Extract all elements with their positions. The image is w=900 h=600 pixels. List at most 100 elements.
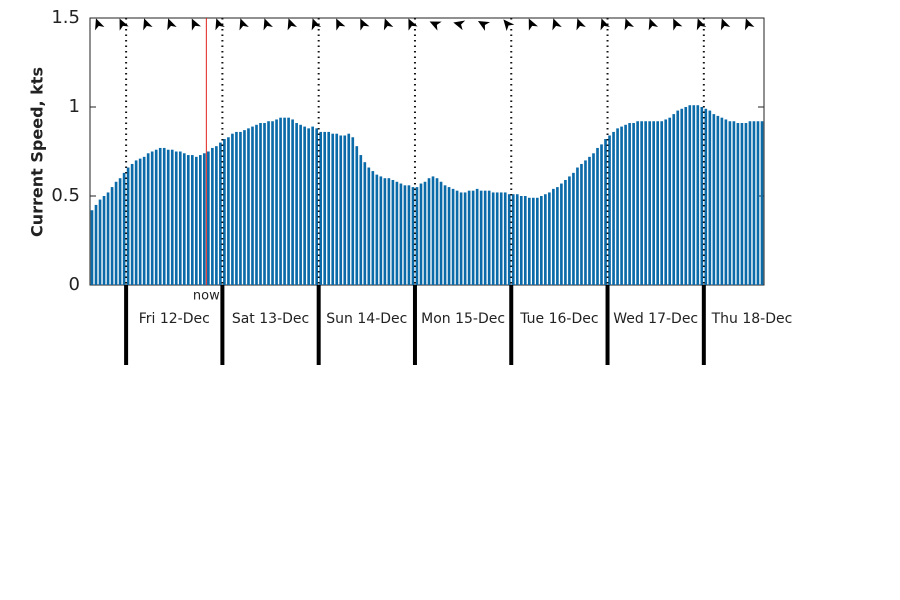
- bar: [138, 158, 142, 285]
- bar: [495, 192, 499, 285]
- y-axis-label: Current Speed, kts: [28, 67, 47, 237]
- bar: [227, 137, 230, 285]
- bar: [395, 181, 399, 285]
- direction-arrow: [429, 21, 442, 31]
- bar: [182, 153, 186, 285]
- bar: [624, 124, 627, 285]
- bar: [431, 176, 435, 285]
- bar: [243, 130, 246, 285]
- bar: [708, 110, 712, 285]
- bar: [351, 137, 355, 285]
- bar: [419, 183, 423, 285]
- bar: [652, 121, 655, 286]
- bar: [656, 121, 660, 286]
- direction-arrow: [191, 18, 201, 31]
- bar: [548, 192, 551, 285]
- bar: [427, 178, 431, 285]
- bar: [339, 135, 343, 285]
- bar: [102, 196, 106, 285]
- bar: [580, 163, 583, 285]
- bar: [174, 151, 178, 285]
- bar: [130, 163, 134, 285]
- bar: [375, 174, 379, 285]
- bar: [267, 121, 270, 286]
- direction-arrow: [673, 18, 683, 31]
- bar: [507, 194, 511, 285]
- bar: [411, 187, 415, 285]
- bar: [435, 178, 439, 285]
- bar: [604, 139, 607, 285]
- bar: [760, 121, 764, 286]
- bar: [211, 147, 214, 285]
- bar: [588, 156, 591, 285]
- direction-arrow: [215, 18, 225, 31]
- y-tick-label: 1: [69, 96, 80, 117]
- bar: [672, 114, 676, 286]
- now-label: now: [193, 289, 220, 304]
- bar: [443, 185, 447, 285]
- bar: [728, 121, 732, 286]
- direction-arrow: [119, 18, 129, 31]
- bar: [367, 167, 371, 285]
- x-tick-label: Wed 17-Dec: [613, 311, 698, 327]
- y-tick-label: 0: [69, 274, 80, 295]
- bar: [640, 121, 643, 286]
- bar: [154, 149, 158, 285]
- bar: [544, 194, 547, 285]
- bar: [335, 133, 339, 285]
- bar: [223, 139, 226, 285]
- bar: [275, 119, 278, 286]
- x-tick-label: Thu 18-Dec: [711, 311, 793, 327]
- bar: [134, 160, 138, 285]
- direction-arrow: [167, 18, 177, 31]
- bar: [271, 121, 274, 286]
- bar: [118, 178, 122, 285]
- bar: [668, 117, 672, 286]
- direction-arrow: [95, 18, 105, 31]
- bar: [680, 108, 684, 285]
- bar: [158, 147, 162, 285]
- bar: [716, 115, 720, 286]
- plot-frame: [89, 17, 765, 286]
- direction-arrow: [528, 18, 538, 31]
- direction-arrow: [576, 18, 586, 31]
- bar: [536, 197, 539, 285]
- bar: [531, 197, 535, 285]
- direction-arrow: [552, 18, 562, 31]
- bar: [688, 105, 692, 285]
- bar: [568, 176, 571, 285]
- bar: [287, 117, 290, 286]
- bar: [463, 192, 467, 285]
- bar: [596, 147, 599, 285]
- direction-arrow: [143, 18, 153, 31]
- bar: [499, 192, 503, 285]
- bar: [391, 179, 395, 285]
- bar: [162, 147, 166, 285]
- bar: [756, 121, 760, 286]
- bar: [572, 172, 575, 285]
- bar: [403, 185, 407, 285]
- bar: [483, 190, 487, 285]
- bar: [487, 190, 491, 285]
- direction-arrow: [624, 18, 635, 31]
- bar: [415, 187, 419, 285]
- bar: [178, 151, 182, 285]
- x-tick-label: Sat 13-Dec: [232, 311, 309, 327]
- bar: [331, 133, 335, 285]
- bar: [291, 119, 294, 286]
- bar: [560, 183, 563, 285]
- bar: [479, 190, 483, 285]
- bar: [740, 123, 744, 286]
- bar: [114, 181, 118, 285]
- direction-arrow: [503, 19, 515, 32]
- direction-arrow: [408, 18, 418, 31]
- bar: [203, 153, 206, 285]
- bar: [279, 117, 282, 286]
- bar: [94, 204, 98, 285]
- bar: [407, 185, 411, 285]
- bar: [616, 128, 619, 285]
- bar: [126, 167, 130, 285]
- bar: [327, 131, 331, 285]
- direction-arrow: [453, 20, 466, 31]
- bar: [556, 187, 559, 285]
